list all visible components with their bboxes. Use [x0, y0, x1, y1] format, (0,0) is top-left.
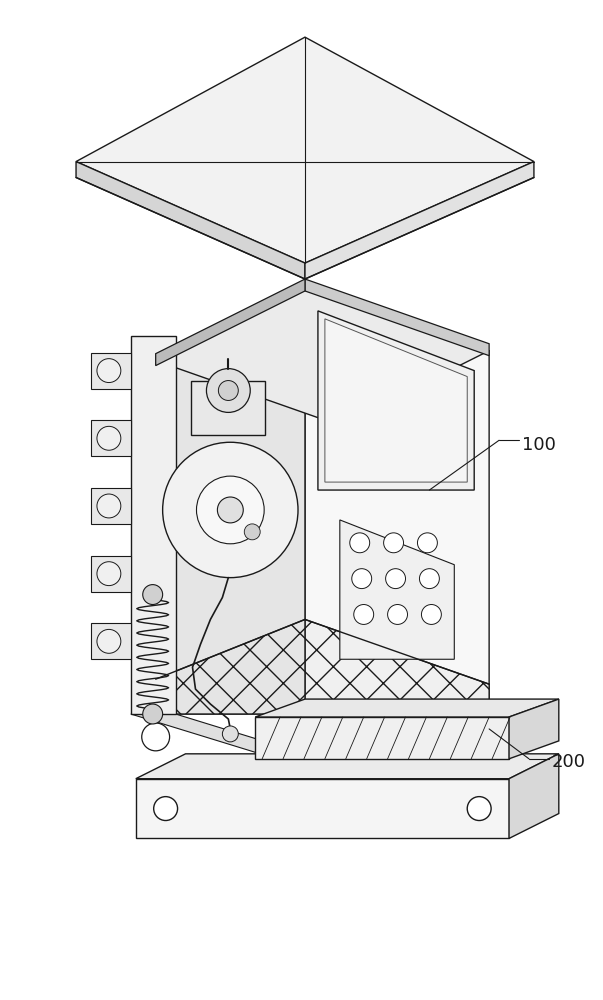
- Circle shape: [206, 369, 250, 412]
- Circle shape: [97, 494, 121, 518]
- Circle shape: [154, 797, 177, 821]
- Circle shape: [197, 476, 264, 544]
- Polygon shape: [91, 488, 131, 524]
- Polygon shape: [156, 286, 489, 425]
- Circle shape: [97, 359, 121, 383]
- Polygon shape: [91, 353, 131, 389]
- Circle shape: [97, 629, 121, 653]
- Polygon shape: [136, 754, 559, 779]
- Circle shape: [97, 426, 121, 450]
- Circle shape: [354, 605, 374, 624]
- Polygon shape: [255, 717, 509, 759]
- Polygon shape: [91, 623, 131, 659]
- Circle shape: [244, 524, 260, 540]
- Circle shape: [417, 533, 437, 553]
- Polygon shape: [91, 556, 131, 592]
- Polygon shape: [305, 162, 534, 279]
- Circle shape: [352, 569, 371, 589]
- Circle shape: [385, 569, 406, 589]
- Polygon shape: [131, 714, 305, 754]
- Polygon shape: [156, 279, 305, 366]
- Circle shape: [143, 585, 163, 605]
- Polygon shape: [509, 699, 559, 759]
- Polygon shape: [305, 619, 489, 714]
- Circle shape: [97, 562, 121, 586]
- Circle shape: [143, 704, 163, 724]
- Circle shape: [218, 497, 243, 523]
- Circle shape: [163, 442, 298, 578]
- Polygon shape: [325, 319, 467, 482]
- Circle shape: [142, 723, 169, 751]
- Polygon shape: [156, 286, 305, 714]
- Polygon shape: [91, 420, 131, 456]
- Circle shape: [218, 381, 238, 400]
- Circle shape: [350, 533, 370, 553]
- Polygon shape: [156, 619, 305, 714]
- Polygon shape: [131, 336, 175, 714]
- Polygon shape: [76, 37, 534, 263]
- Circle shape: [388, 605, 408, 624]
- Polygon shape: [76, 162, 305, 279]
- Polygon shape: [509, 754, 559, 838]
- Polygon shape: [136, 779, 509, 838]
- Circle shape: [421, 605, 441, 624]
- Circle shape: [223, 726, 238, 742]
- Polygon shape: [191, 381, 265, 435]
- Polygon shape: [318, 311, 474, 490]
- Text: 100: 100: [522, 436, 556, 454]
- Text: 200: 200: [552, 753, 586, 771]
- Circle shape: [420, 569, 440, 589]
- Circle shape: [467, 797, 491, 821]
- Circle shape: [384, 533, 403, 553]
- Polygon shape: [255, 699, 559, 717]
- Polygon shape: [305, 279, 489, 356]
- Polygon shape: [305, 286, 489, 714]
- Polygon shape: [340, 520, 454, 659]
